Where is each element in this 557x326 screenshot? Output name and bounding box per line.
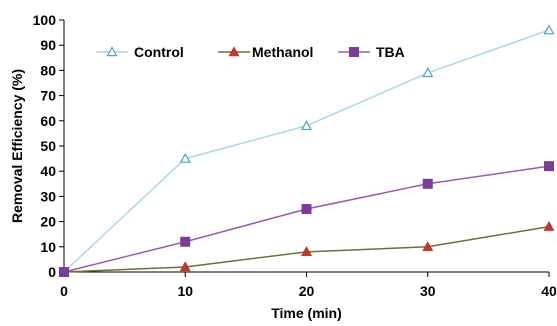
y-tick-label: 90	[40, 37, 56, 53]
x-tick-label: 0	[60, 283, 68, 299]
legend-label-control: Control	[134, 44, 184, 60]
data-point-methanol	[543, 220, 555, 231]
series-layer	[58, 24, 555, 277]
x-tick-label: 30	[420, 283, 436, 299]
legend-item-tba: TBA	[338, 44, 405, 60]
y-tick-label: 10	[40, 239, 56, 255]
y-tick-label: 40	[40, 163, 56, 179]
axes: 0 10 20 30 40 50 60 70 80 90 100 0 10 20 30 40	[33, 12, 557, 299]
x-tick-label: 20	[299, 283, 315, 299]
legend-label-methanol: Methanol	[252, 44, 313, 60]
x-tick-label: 10	[177, 283, 193, 299]
legend-item-methanol: Methanol	[218, 44, 313, 60]
legend-marker-control	[106, 46, 118, 57]
data-point-tba	[301, 204, 312, 214]
y-tick-label: 100	[33, 12, 57, 28]
data-point-tba	[180, 236, 191, 247]
data-point-control	[543, 24, 555, 35]
data-point-methanol	[300, 246, 313, 257]
y-tick-label: 70	[40, 88, 56, 104]
legend: Control Methanol TBA	[96, 44, 405, 60]
legend-marker-tba	[349, 47, 359, 57]
data-point-tba	[422, 178, 433, 189]
data-point-methanol	[179, 261, 191, 272]
data-point-tba	[544, 161, 554, 172]
y-axis-title: Removal Efficiency (%)	[9, 69, 25, 223]
y-tick-label: 0	[48, 264, 56, 280]
legend-label-tba: TBA	[376, 44, 405, 60]
data-point-control	[422, 67, 434, 78]
series-tba	[59, 161, 554, 277]
data-point-methanol	[422, 241, 434, 251]
y-tick-label: 30	[40, 188, 56, 204]
data-point-tba	[59, 267, 69, 277]
y-tick-label: 80	[40, 62, 56, 78]
x-axis-title: Time (min)	[271, 305, 342, 321]
series-line-control	[63, 29, 550, 273]
legend-item-control: Control	[96, 44, 184, 60]
legend-marker-methanol	[228, 46, 240, 57]
series-methanol	[58, 220, 555, 277]
series-line-tba	[63, 165, 550, 273]
data-point-control	[300, 120, 313, 131]
y-tick-label: 50	[40, 138, 56, 154]
y-tick-label: 60	[40, 113, 56, 129]
x-tick-label: 40	[541, 283, 557, 299]
y-tick-label: 20	[40, 214, 56, 230]
data-point-control	[179, 152, 191, 163]
